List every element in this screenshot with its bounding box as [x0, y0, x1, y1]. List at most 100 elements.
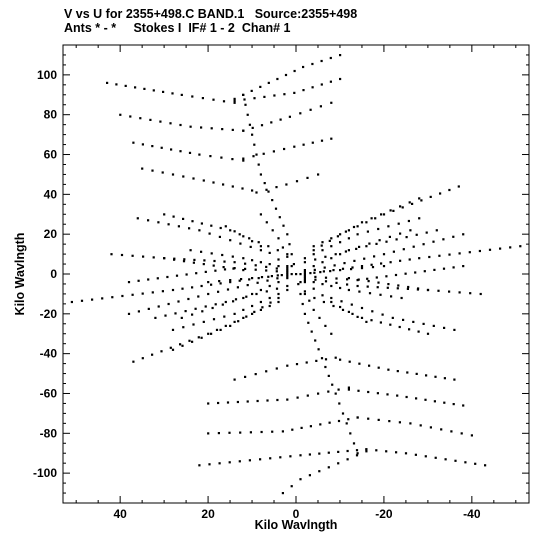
y-tick-label: -80 [40, 426, 58, 440]
x-tick-label: -20 [375, 507, 393, 521]
uv-point [142, 255, 145, 258]
uv-point [200, 336, 203, 339]
uv-point [238, 233, 241, 236]
uv-point [188, 227, 191, 230]
uv-point [519, 245, 522, 248]
uv-point [120, 253, 124, 257]
y-tick-label: 20 [44, 227, 58, 241]
uv-point [444, 458, 447, 461]
uv-point [286, 269, 289, 272]
uv-point [330, 300, 333, 304]
uv-point [129, 115, 132, 118]
uv-point [252, 155, 255, 158]
uv-point [284, 73, 288, 77]
uv-point [346, 458, 349, 461]
uv-point [233, 97, 236, 100]
uv-point [272, 150, 275, 153]
uv-point [266, 279, 269, 282]
uv-point [188, 339, 191, 342]
uv-point [315, 359, 318, 362]
uv-point [379, 293, 382, 296]
uv-point [358, 290, 361, 293]
uv-point [286, 275, 289, 278]
uv-point [303, 279, 306, 282]
uv-point [179, 150, 182, 153]
uv-point [335, 277, 338, 280]
uv-point [386, 286, 389, 289]
uv-point [270, 275, 273, 278]
uv-point [399, 259, 402, 262]
y-axis-label: Kilo Wavlngth [13, 233, 27, 316]
uv-point [347, 249, 350, 252]
uv-point [324, 365, 327, 369]
uv-point [377, 281, 380, 284]
uv-point [170, 148, 173, 151]
uv-point [409, 229, 412, 232]
uv-point [297, 283, 300, 286]
uv-point [209, 155, 212, 158]
uv-point [259, 308, 262, 311]
uv-point [347, 229, 350, 232]
uv-point [132, 360, 135, 363]
uv-point [437, 289, 440, 292]
uv-point [268, 284, 271, 288]
uv-point [219, 328, 222, 331]
uv-point [418, 217, 421, 220]
uv-point [337, 388, 340, 391]
uv-point [346, 283, 349, 286]
uv-point [408, 328, 411, 331]
uv-point [286, 398, 289, 401]
uv-point [276, 249, 279, 252]
uv-point [151, 145, 154, 148]
uv-point [356, 233, 359, 236]
y-tick-label: -20 [40, 307, 58, 321]
uv-point [215, 328, 219, 331]
uv-point [400, 296, 403, 300]
uv-point [269, 457, 272, 460]
uv-point [299, 112, 302, 115]
uv-point [388, 235, 391, 238]
uv-point [346, 449, 349, 453]
uv-point [222, 266, 225, 269]
uv-point [203, 259, 206, 262]
uv-point [468, 251, 471, 254]
uv-point [271, 199, 274, 202]
uv-point [293, 69, 296, 73]
uv-point [365, 221, 368, 224]
uv-point [302, 65, 305, 69]
uv-point [380, 213, 383, 216]
uv-point [296, 396, 299, 399]
uv-point [147, 219, 150, 222]
uv-point [290, 265, 293, 268]
uv-point [280, 274, 283, 277]
uv-point [334, 392, 337, 395]
uv-point [236, 286, 239, 289]
uv-point [349, 432, 352, 435]
uv-point [179, 123, 182, 127]
uv-point [278, 216, 281, 219]
uv-point [479, 292, 482, 296]
uv-point [299, 281, 302, 284]
uv-point [323, 266, 326, 269]
uv-point [398, 325, 401, 329]
uv-point [335, 281, 338, 284]
uv-point [127, 281, 131, 284]
uv-point [321, 283, 324, 286]
uv-point [286, 288, 289, 292]
uv-point [119, 113, 122, 116]
uv-point [380, 262, 383, 265]
uv-point [368, 242, 371, 245]
uv-point [368, 364, 371, 367]
uv-point [330, 137, 333, 140]
uv-point [286, 253, 289, 256]
uv-point [177, 300, 180, 303]
uv-point [124, 84, 127, 87]
uv-point [321, 241, 324, 244]
uv-point [221, 253, 224, 257]
uv-point [211, 306, 214, 310]
uv-point [223, 268, 227, 271]
uv-point [345, 422, 348, 425]
uv-point [151, 291, 154, 294]
uv-point [222, 183, 225, 186]
uv-point [330, 332, 333, 335]
